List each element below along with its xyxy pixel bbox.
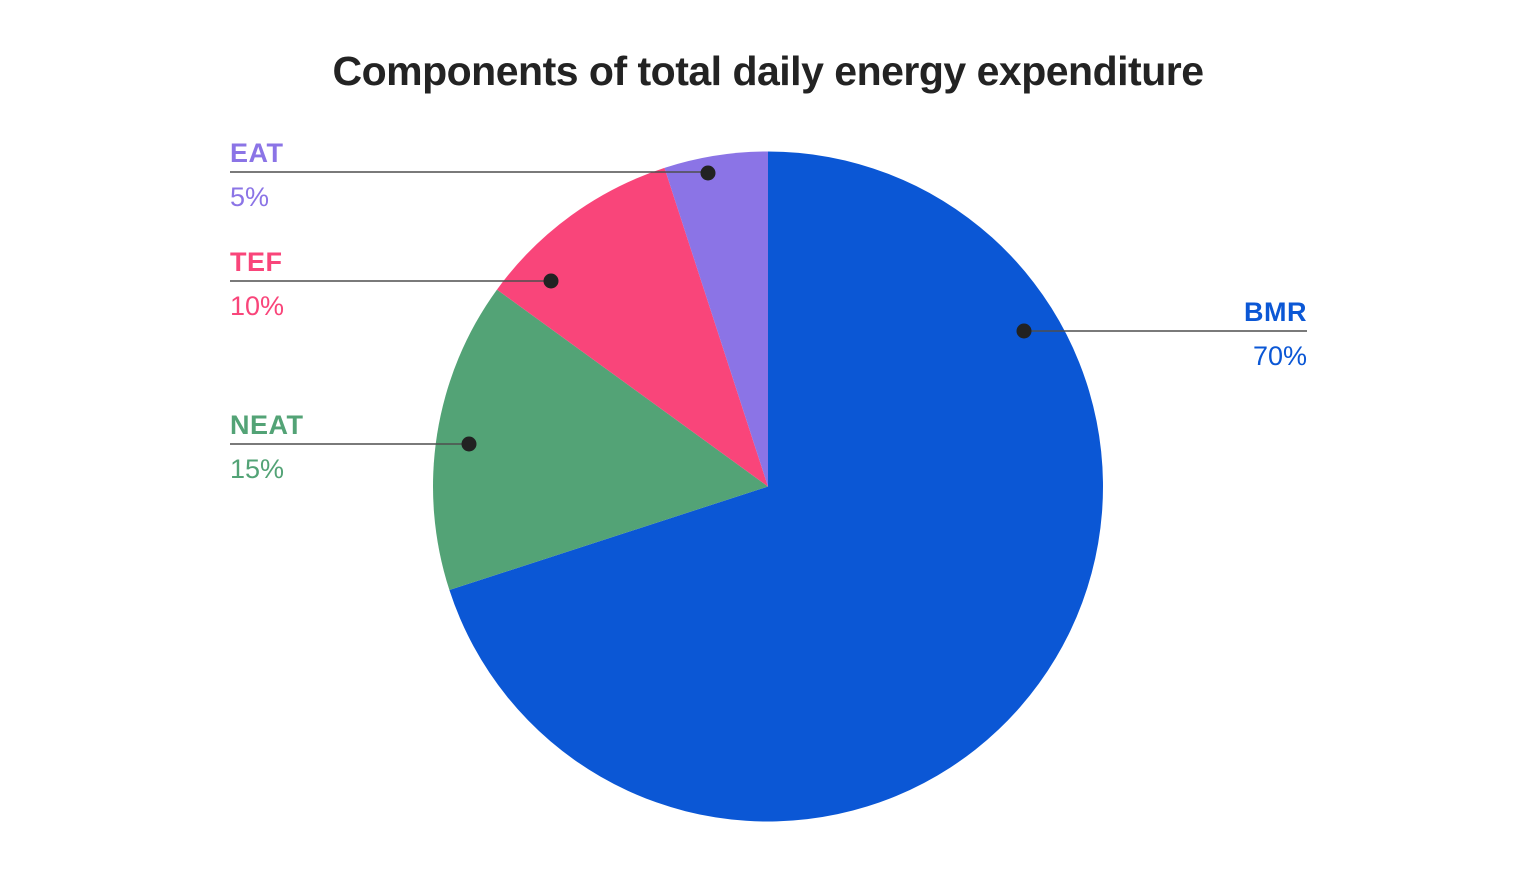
pie-slice-eat[interactable]: [664, 151, 768, 487]
leader-dot-eat: [700, 165, 716, 181]
callout-tef-value: 10%: [230, 291, 285, 321]
callout-bmr-value: 70%: [1252, 341, 1307, 371]
callout-neat-value: 15%: [230, 454, 285, 484]
leader-lines: [230, 165, 1307, 452]
pie-slice-bmr[interactable]: [449, 151, 1103, 822]
callout-tef-label: TEF: [230, 247, 283, 277]
callout-eat-label: EAT: [230, 138, 284, 168]
callout-bmr: BMR 70%: [1047, 296, 1307, 372]
pie-slice-tef[interactable]: [496, 167, 768, 487]
callout-tef: TEF 10%: [230, 246, 490, 322]
callout-bmr-label: BMR: [1244, 297, 1307, 327]
pie-slice-neat[interactable]: [432, 289, 768, 591]
leader-dot-tef: [543, 273, 559, 289]
callout-neat: NEAT 15%: [230, 409, 490, 485]
leader-dot-bmr: [1016, 323, 1032, 339]
callout-eat-value: 5%: [230, 182, 270, 212]
pie-slices[interactable]: [432, 151, 1103, 822]
chart-title: Components of total daily energy expendi…: [332, 48, 1204, 94]
callout-eat: EAT 5%: [230, 137, 490, 213]
leader-dot-neat: [461, 436, 477, 452]
callout-neat-label: NEAT: [230, 410, 304, 440]
